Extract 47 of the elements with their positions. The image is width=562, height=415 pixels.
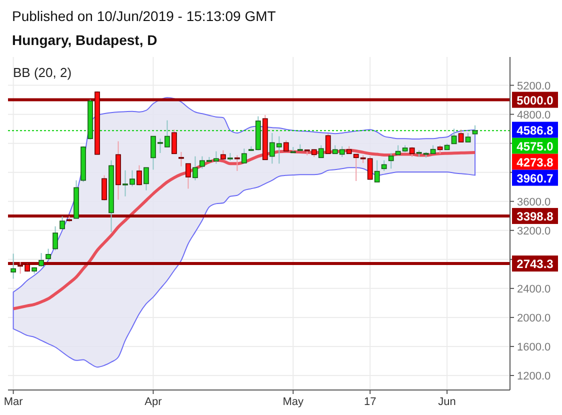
candlestick <box>186 163 191 190</box>
ref-line-label: 3398.8 <box>516 209 554 224</box>
candlestick <box>234 154 240 172</box>
ref-line-label: 4575.0 <box>516 139 554 154</box>
candlestick <box>318 144 324 158</box>
candlestick <box>136 164 142 186</box>
candlestick <box>178 151 184 167</box>
candlestick <box>52 226 58 251</box>
text: 4273.8 <box>516 155 554 170</box>
x-tick-label: May <box>282 396 304 408</box>
x-tick-label: 17 <box>364 396 376 408</box>
candlestick <box>374 160 380 182</box>
x-tick-label: Apr <box>144 396 162 408</box>
ref-line-label: 2743.3 <box>516 257 554 272</box>
candlestick <box>409 146 415 158</box>
candlestick <box>46 248 51 261</box>
candlestick <box>451 128 457 144</box>
candlestick <box>144 167 149 191</box>
y-tick-label: 1200.0 <box>517 370 551 382</box>
y-tick-label: 5200.0 <box>517 80 551 92</box>
chart-subtitle: Hungary, Budapest, D <box>12 32 158 48</box>
text: 3960.7 <box>516 171 554 186</box>
candlestick <box>192 156 198 181</box>
candlestick <box>60 216 65 230</box>
ref-line-label: 5000.0 <box>516 93 554 108</box>
x-tick-label: Mar <box>4 396 24 408</box>
candlestick <box>38 252 44 268</box>
candlestick <box>102 174 107 201</box>
candlestick <box>283 140 289 152</box>
candlestick <box>10 253 16 280</box>
candlestick <box>465 132 471 143</box>
candlestick <box>241 148 247 164</box>
y-tick-label: 3200.0 <box>517 225 551 238</box>
candlestick <box>172 129 177 154</box>
chart-title: Published on 10/Jun/2019 - 15:13:09 GMT <box>12 8 276 24</box>
y-tick-label: 1600.0 <box>517 341 551 354</box>
y-tick-label: 4800.0 <box>517 109 551 122</box>
y-tick-label: 2400.0 <box>517 283 551 296</box>
candlestick <box>388 152 394 170</box>
candlestick <box>381 160 387 172</box>
candlestick <box>458 129 464 143</box>
y-tick-label: 2000.0 <box>517 312 551 324</box>
x-tick-label: Jun <box>438 396 456 408</box>
candlestick <box>325 133 331 154</box>
annotation: BB (20, 2) <box>13 65 72 80</box>
y-tick-label: 3600.0 <box>517 196 551 208</box>
text: 4586.8 <box>516 123 554 138</box>
